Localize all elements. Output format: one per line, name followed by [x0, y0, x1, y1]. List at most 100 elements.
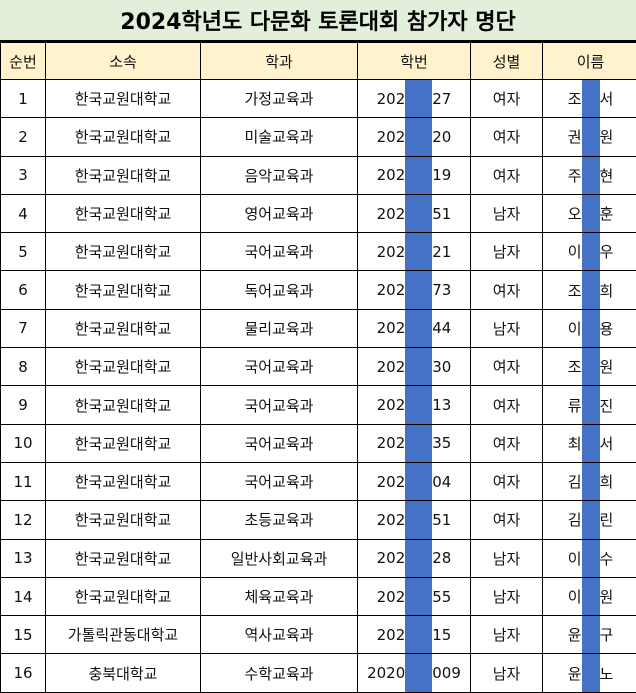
- cell-gender[interactable]: 남자: [471, 194, 543, 232]
- cell-no[interactable]: 11: [1, 462, 46, 500]
- cell-department[interactable]: 영어교육과: [201, 194, 358, 232]
- cell-affiliation[interactable]: 한국교원대학교: [46, 194, 201, 232]
- cell-affiliation[interactable]: 한국교원대학교: [46, 539, 201, 577]
- cell-gender[interactable]: 남자: [471, 309, 543, 347]
- cell-department[interactable]: 국어교육과: [201, 233, 358, 271]
- cell-gender[interactable]: 남자: [471, 539, 543, 577]
- cell-no[interactable]: 8: [1, 348, 46, 386]
- cell-affiliation[interactable]: 한국교원대학교: [46, 501, 201, 539]
- header-no[interactable]: 순번: [1, 43, 46, 80]
- cell-gender[interactable]: 여자: [471, 80, 543, 118]
- cell-gender[interactable]: 남자: [471, 233, 543, 271]
- cell-no[interactable]: 16: [1, 654, 46, 692]
- cell-department[interactable]: 초등교육과: [201, 501, 358, 539]
- cell-affiliation[interactable]: 한국교원대학교: [46, 348, 201, 386]
- cell-affiliation[interactable]: 한국교원대학교: [46, 462, 201, 500]
- cell-affiliation[interactable]: 한국교원대학교: [46, 233, 201, 271]
- cell-no[interactable]: 15: [1, 616, 46, 654]
- cell-affiliation[interactable]: 한국교원대학교: [46, 156, 201, 194]
- header-department[interactable]: 학과: [201, 43, 358, 80]
- cell-gender[interactable]: 여자: [471, 271, 543, 309]
- cell-no[interactable]: 3: [1, 156, 46, 194]
- cell-gender[interactable]: 남자: [471, 577, 543, 615]
- cell-affiliation[interactable]: 한국교원대학교: [46, 309, 201, 347]
- cell-gender[interactable]: 여자: [471, 156, 543, 194]
- cell-affiliation[interactable]: 한국교원대학교: [46, 118, 201, 156]
- header-affiliation[interactable]: 소속: [46, 43, 201, 80]
- cell-affiliation[interactable]: 한국교원대학교: [46, 424, 201, 462]
- cell-gender[interactable]: 여자: [471, 386, 543, 424]
- cell-department[interactable]: 일반사회교육과: [201, 539, 358, 577]
- cell-no[interactable]: 1: [1, 80, 46, 118]
- cell-gender[interactable]: 여자: [471, 462, 543, 500]
- cell-department[interactable]: 수학교육과: [201, 654, 358, 692]
- cell-no[interactable]: 12: [1, 501, 46, 539]
- cell-department[interactable]: 물리교육과: [201, 309, 358, 347]
- cell-affiliation[interactable]: 가톨릭관동대학교: [46, 616, 201, 654]
- cell-gender[interactable]: 남자: [471, 654, 543, 692]
- cell-no[interactable]: 4: [1, 194, 46, 232]
- cell-no[interactable]: 9: [1, 386, 46, 424]
- cell-department[interactable]: 체육교육과: [201, 577, 358, 615]
- cell-no[interactable]: 13: [1, 539, 46, 577]
- cell-affiliation[interactable]: 한국교원대학교: [46, 577, 201, 615]
- cell-department[interactable]: 미술교육과: [201, 118, 358, 156]
- header-name[interactable]: 이름: [543, 43, 636, 80]
- cell-department[interactable]: 국어교육과: [201, 386, 358, 424]
- cell-department[interactable]: 국어교육과: [201, 348, 358, 386]
- cell-department[interactable]: 국어교육과: [201, 424, 358, 462]
- cell-no[interactable]: 5: [1, 233, 46, 271]
- cell-gender[interactable]: 여자: [471, 424, 543, 462]
- cell-gender[interactable]: 여자: [471, 501, 543, 539]
- cell-no[interactable]: 14: [1, 577, 46, 615]
- cell-gender[interactable]: 남자: [471, 616, 543, 654]
- cell-gender[interactable]: 여자: [471, 118, 543, 156]
- header-gender[interactable]: 성별: [471, 43, 543, 80]
- cell-department[interactable]: 국어교육과: [201, 462, 358, 500]
- cell-affiliation[interactable]: 한국교원대학교: [46, 271, 201, 309]
- cell-department[interactable]: 가정교육과: [201, 80, 358, 118]
- cell-affiliation[interactable]: 한국교원대학교: [46, 386, 201, 424]
- cell-no[interactable]: 10: [1, 424, 46, 462]
- cell-department[interactable]: 독어교육과: [201, 271, 358, 309]
- cell-affiliation[interactable]: 충북대학교: [46, 654, 201, 692]
- cell-no[interactable]: 2: [1, 118, 46, 156]
- cell-department[interactable]: 역사교육과: [201, 616, 358, 654]
- cell-department[interactable]: 음악교육과: [201, 156, 358, 194]
- cell-gender[interactable]: 여자: [471, 348, 543, 386]
- cell-no[interactable]: 7: [1, 309, 46, 347]
- cell-no[interactable]: 6: [1, 271, 46, 309]
